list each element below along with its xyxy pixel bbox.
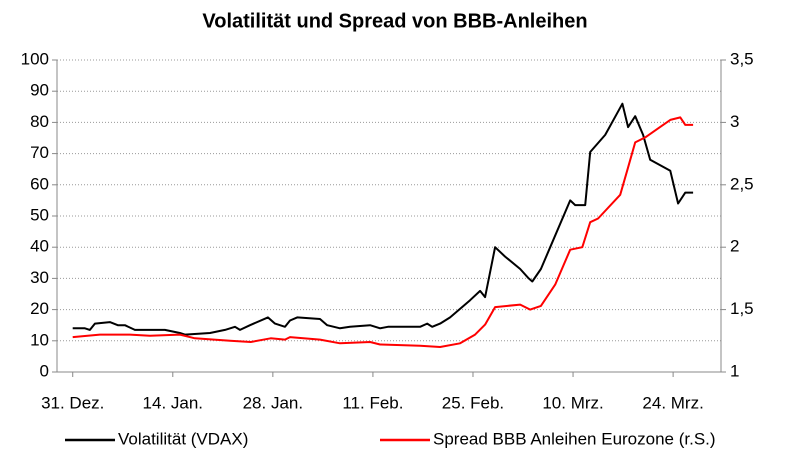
y-tick-label: 40 [30, 237, 49, 256]
legend-label: Spread BBB Anleihen Eurozone (r.S.) [433, 429, 716, 448]
x-tick-label: 24. Mrz. [642, 393, 703, 412]
x-tick-label: 31. Dez. [41, 393, 104, 412]
y2-tick-label: 3 [730, 112, 739, 131]
x-tick-label: 10. Mrz. [542, 393, 603, 412]
y-tick-label: 50 [30, 205, 49, 224]
y2-tick-label: 2,5 [730, 174, 754, 193]
x-tick-label: 25. Feb. [442, 393, 504, 412]
y-tick-label: 80 [30, 112, 49, 131]
y-tick-label: 30 [30, 268, 49, 287]
x-tick-label: 28. Jan. [243, 393, 304, 412]
y2-tick-label: 3,5 [730, 49, 754, 68]
series-line [72, 116, 694, 348]
y-tick-label: 90 [30, 81, 49, 100]
chart-title: Volatilität und Spread von BBB-Anleihen [202, 10, 587, 32]
x-tick-label: 11. Feb. [342, 393, 403, 412]
y-tick-label: 100 [21, 49, 49, 68]
legend-label: Volatilität (VDAX) [118, 429, 248, 448]
y-tick-label: 10 [30, 330, 49, 349]
y-tick-label: 70 [30, 143, 49, 162]
x-tick-label: 14. Jan. [143, 393, 204, 412]
series-line [72, 102, 694, 336]
y2-tick-label: 1,5 [730, 299, 754, 318]
y-tick-label: 20 [30, 299, 49, 318]
y2-tick-label: 2 [730, 237, 739, 256]
y-tick-label: 60 [30, 174, 49, 193]
y-tick-label: 0 [40, 361, 49, 380]
y2-tick-label: 1 [730, 361, 739, 380]
